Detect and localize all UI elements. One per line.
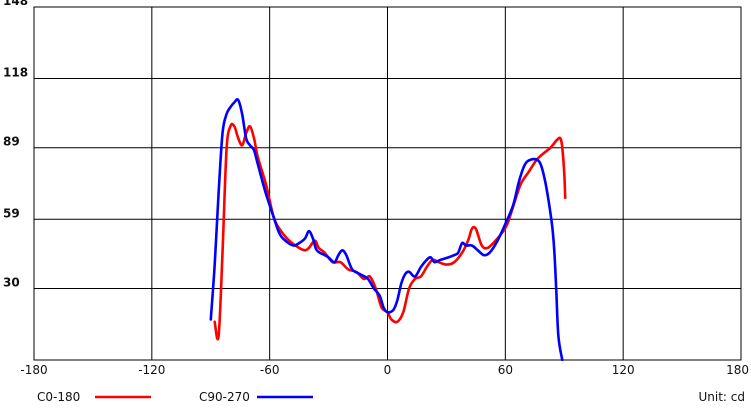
legend-label: C90-270: [199, 390, 250, 404]
unit-label: Unit: cd: [699, 390, 746, 404]
y-tick-label: 30: [3, 275, 20, 289]
x-tick-label: 120: [612, 363, 635, 377]
x-tick-label: -60: [260, 363, 280, 377]
x-tick-label: -180: [20, 363, 47, 377]
x-tick-label: 0: [384, 363, 392, 377]
y-tick-label: 118: [3, 66, 28, 80]
y-tick-label: 89: [3, 135, 20, 149]
y-tick-label: 148: [3, 0, 28, 8]
y-tick-label: 59: [3, 206, 20, 220]
series-line-c90-270: [209, 98, 564, 361]
x-tick-label: 180: [726, 363, 749, 377]
x-tick-label: -120: [138, 363, 165, 377]
legend-label: C0-180: [37, 390, 80, 404]
x-tick-label: 60: [498, 363, 513, 377]
